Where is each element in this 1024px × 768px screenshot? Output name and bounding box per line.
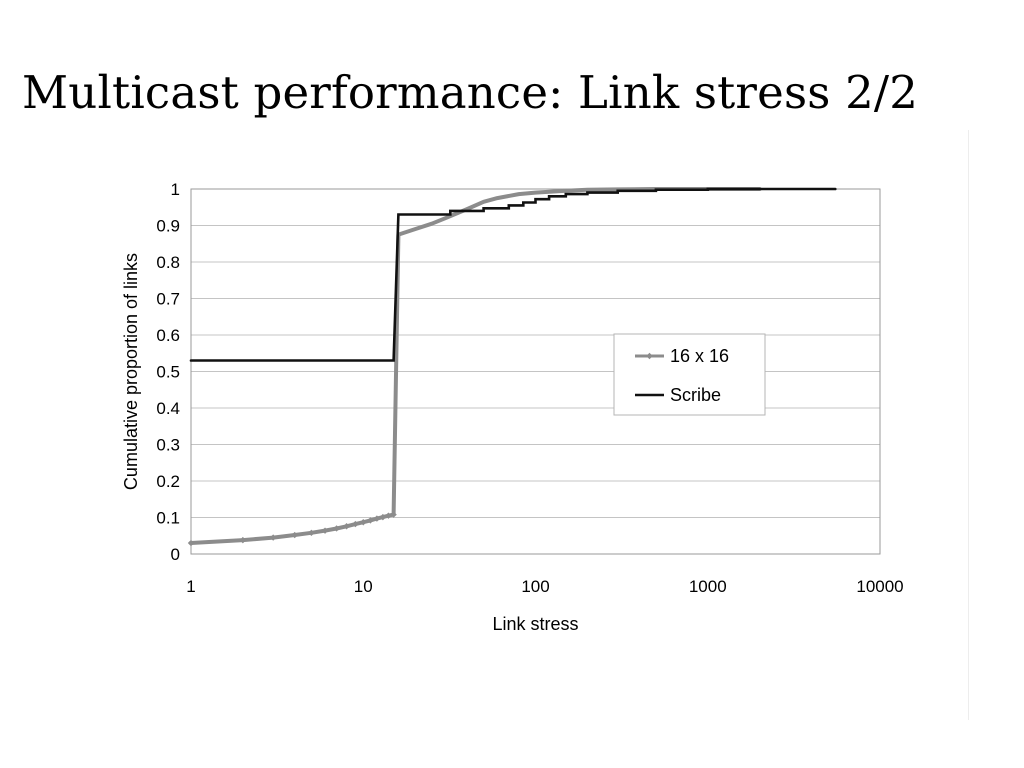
data-point xyxy=(343,523,350,530)
data-point xyxy=(390,511,397,518)
x-tick-label: 10000 xyxy=(856,577,903,596)
y-tick-label: 0.3 xyxy=(156,436,180,455)
data-point xyxy=(367,517,374,524)
y-tick-labels: 0 0.1 0.2 0.3 0.4 0.5 0.6 0.7 0.8 0.9 1 xyxy=(156,180,180,564)
series-line-scribe xyxy=(189,187,837,362)
x-tick-label: 1000 xyxy=(689,577,727,596)
data-point xyxy=(239,536,247,544)
y-axis-label: Cumulative proportion of links xyxy=(121,253,141,490)
slide-divider xyxy=(968,130,969,720)
y-tick-label: 0.5 xyxy=(156,363,180,382)
legend-marker-16x16 xyxy=(646,352,653,360)
y-tick-label: 0.9 xyxy=(156,217,180,236)
data-point xyxy=(333,525,340,532)
data-point xyxy=(385,512,392,519)
data-point xyxy=(360,519,367,526)
grid-lines xyxy=(191,225,880,518)
x-tick-label: 100 xyxy=(521,577,549,596)
y-tick-label: 0 xyxy=(171,545,180,564)
x-axis-label: Link stress xyxy=(492,614,578,634)
plot-frame xyxy=(190,188,881,555)
y-tick-label: 1 xyxy=(171,180,180,199)
y-tick-label: 0.7 xyxy=(156,290,180,309)
data-point xyxy=(321,527,329,534)
x-tick-label: 10 xyxy=(354,577,373,596)
data-point xyxy=(379,513,387,521)
series-lines xyxy=(187,187,837,547)
data-point xyxy=(291,531,298,539)
legend-label-16x16: 16 x 16 xyxy=(670,346,729,366)
legend: 16 x 16 Scribe xyxy=(613,333,766,416)
x-tick-label: 1 xyxy=(186,577,195,596)
y-tick-label: 0.4 xyxy=(156,399,180,418)
legend-label-scribe: Scribe xyxy=(670,385,721,405)
data-point xyxy=(269,534,277,541)
y-tick-label: 0.8 xyxy=(156,253,180,272)
legend-box xyxy=(613,333,766,416)
slide-title: Multicast performance: Link stress 2/2 xyxy=(22,66,919,119)
data-point xyxy=(373,515,381,522)
y-tick-label: 0.2 xyxy=(156,472,180,491)
data-point xyxy=(308,529,315,537)
x-tick-labels: 1 10 100 1000 10000 xyxy=(186,577,903,596)
y-tick-label: 0.6 xyxy=(156,326,180,345)
y-tick-label: 0.1 xyxy=(156,509,180,528)
data-point xyxy=(352,520,359,528)
data-point xyxy=(187,539,195,547)
